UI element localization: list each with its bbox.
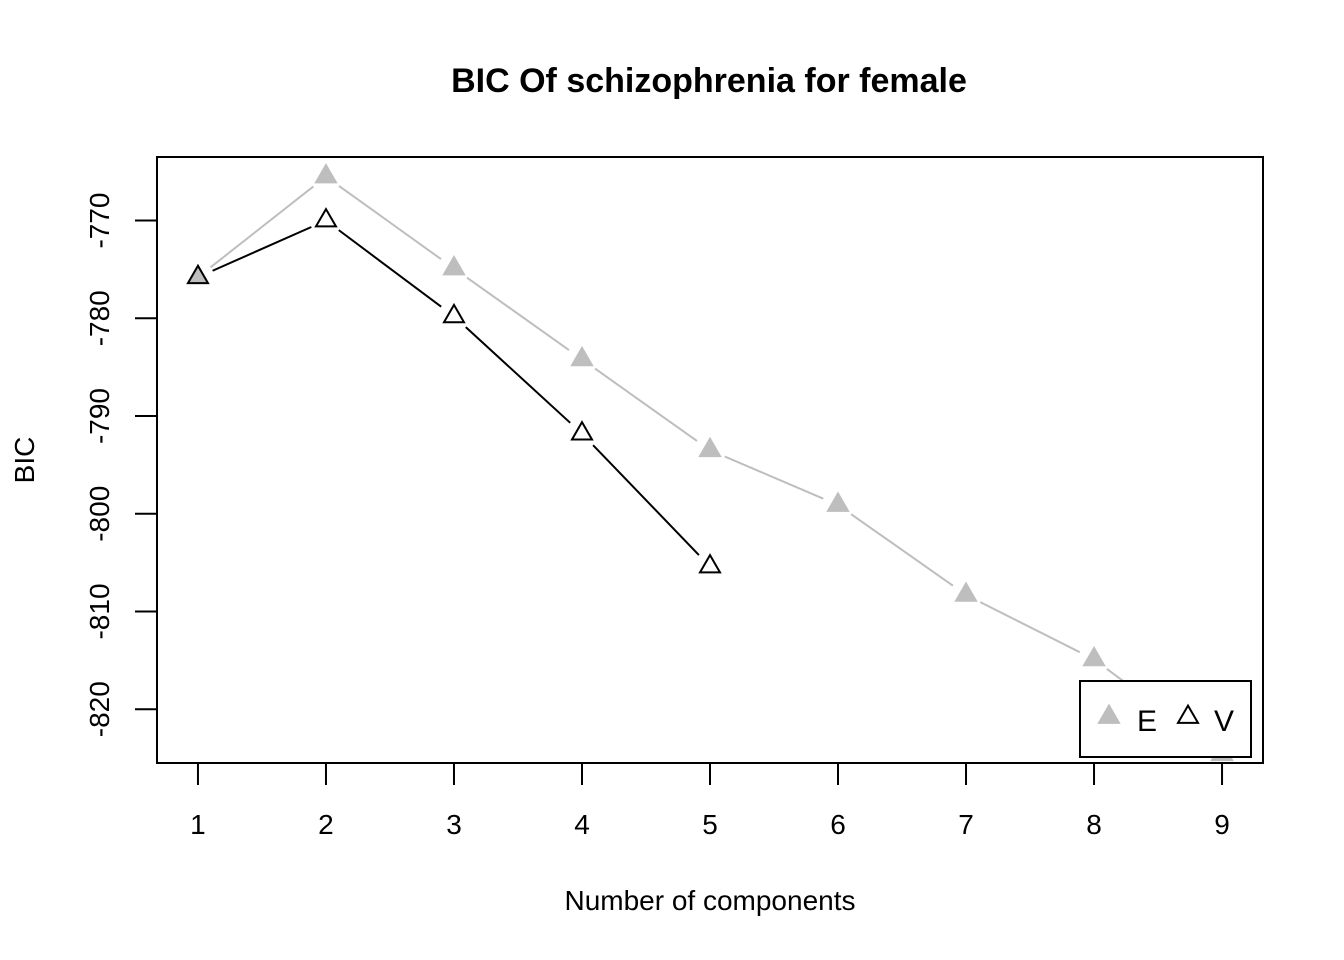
series-v-point	[186, 263, 210, 285]
series-v-point	[314, 207, 338, 228]
y-axis-label: BIC	[9, 437, 40, 484]
x-tick-label: 2	[318, 809, 334, 840]
series-e-segment	[466, 276, 570, 351]
y-tick-label: -780	[84, 290, 115, 346]
x-tick-label: 8	[1086, 809, 1102, 840]
y-axis: -820 -810 -800 -790 -780 -770	[84, 193, 158, 737]
x-tick-label: 4	[574, 809, 590, 840]
legend-label-v: V	[1214, 705, 1234, 738]
legend-label-e: E	[1137, 705, 1157, 738]
x-axis: 1 2 3 4 5 6 7 8 9	[190, 762, 1230, 840]
series-e-segment	[209, 185, 315, 269]
x-tick-label: 7	[958, 809, 974, 840]
series-e-segment	[594, 367, 698, 442]
series-e-point	[186, 263, 210, 285]
series-e-point	[442, 254, 466, 276]
series-v-segment	[338, 229, 442, 308]
series-e-segment	[338, 185, 442, 260]
y-tick-label: -820	[84, 681, 115, 737]
legend-marker-v	[1176, 703, 1200, 724]
y-tick-label: -790	[84, 388, 115, 444]
legend-marker-e	[1097, 703, 1121, 724]
x-tick-label: 5	[702, 809, 718, 840]
series-e-segment	[850, 513, 954, 587]
series-e-point	[570, 345, 594, 367]
series-e-point	[1082, 645, 1106, 667]
plot-area	[186, 163, 1234, 762]
series-v-point	[698, 553, 722, 574]
series-v-segment	[465, 326, 571, 424]
series-v-segment	[212, 226, 312, 272]
x-tick-label: 9	[1214, 809, 1230, 840]
plot-frame	[156, 156, 1264, 764]
series-e-point	[826, 491, 850, 512]
chart-title: BIC Of schizophrenia for female	[451, 62, 967, 100]
series-v-point	[570, 420, 594, 441]
series-e-point	[954, 581, 978, 602]
series-e-point	[698, 436, 722, 458]
y-tick-label: -800	[84, 486, 115, 542]
series-e-segment	[724, 455, 824, 500]
series-v-point	[442, 302, 466, 324]
series-v-segment	[592, 444, 700, 556]
x-tick-label: 6	[830, 809, 846, 840]
x-tick-label: 3	[446, 809, 462, 840]
series-e-point	[314, 163, 338, 184]
y-tick-label: -770	[84, 193, 115, 249]
series-e-segment	[979, 601, 1081, 654]
x-tick-label: 1	[190, 809, 206, 840]
y-tick-label: -810	[84, 583, 115, 639]
x-axis-label: Number of components	[564, 885, 855, 916]
